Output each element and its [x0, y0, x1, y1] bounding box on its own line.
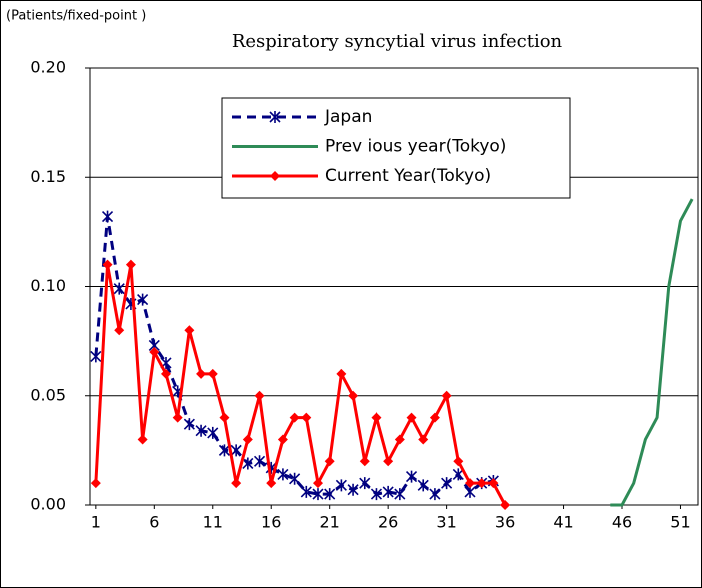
marker: [207, 368, 218, 379]
marker: [277, 434, 288, 445]
marker: [137, 293, 149, 306]
x-tick-label: 51: [670, 513, 690, 532]
marker: [242, 457, 254, 470]
marker: [312, 488, 324, 501]
marker: [289, 412, 300, 423]
marker: [347, 483, 359, 496]
x-tick-label: 21: [320, 513, 340, 532]
marker: [348, 390, 359, 401]
x-tick-label: 26: [378, 513, 398, 532]
marker: [370, 488, 383, 501]
y-tick-label: 0.00: [30, 495, 66, 514]
marker: [230, 444, 242, 457]
marker: [476, 478, 487, 489]
x-tick-label: 6: [149, 513, 159, 532]
marker: [324, 488, 336, 501]
marker: [394, 488, 406, 501]
marker: [102, 259, 113, 270]
marker: [300, 485, 312, 498]
marker: [359, 477, 371, 490]
y-tick-label: 0.10: [30, 276, 66, 295]
marker: [359, 456, 370, 467]
marker: [277, 468, 289, 481]
marker: [336, 368, 347, 379]
marker: [90, 350, 102, 363]
marker: [195, 424, 207, 437]
marker: [137, 434, 148, 445]
y-tick-label: 0.15: [30, 167, 66, 186]
series-line: [610, 198, 694, 507]
marker: [453, 456, 464, 467]
marker: [254, 390, 265, 401]
marker: [125, 259, 136, 270]
chart-title: Respiratory syncytial virus infection: [232, 31, 563, 52]
marker: [101, 210, 114, 223]
marker: [266, 478, 277, 489]
y-axis-label: (Patients/fixed-point ): [6, 9, 146, 24]
marker: [90, 478, 101, 489]
marker: [149, 347, 160, 358]
marker: [394, 434, 405, 445]
marker: [452, 468, 464, 481]
legend-marker: [270, 171, 280, 181]
marker: [324, 456, 335, 467]
marker: [253, 455, 266, 468]
marker: [406, 412, 417, 423]
marker: [196, 368, 207, 379]
marker: [441, 390, 452, 401]
legend-label: Prev ious year(Tokyo): [325, 137, 506, 157]
marker: [382, 485, 394, 498]
marker: [418, 434, 429, 445]
marker: [383, 456, 394, 467]
x-tick-label: 1: [91, 513, 101, 532]
marker: [183, 418, 195, 431]
x-tick-label: 31: [436, 513, 456, 532]
marker: [219, 412, 230, 423]
marker: [231, 478, 242, 489]
marker: [441, 477, 453, 490]
marker: [417, 479, 429, 492]
marker: [172, 412, 183, 423]
marker: [429, 488, 441, 501]
x-tick-label: 41: [553, 513, 573, 532]
marker: [313, 478, 323, 489]
marker: [218, 444, 231, 457]
marker: [242, 434, 253, 445]
marker: [184, 325, 195, 336]
plot-area: [89, 67, 699, 506]
x-tick-label: 16: [261, 513, 281, 532]
marker: [207, 426, 219, 439]
marker: [113, 282, 125, 295]
marker: [335, 479, 347, 492]
marker: [465, 478, 475, 489]
marker: [289, 472, 301, 485]
x-tick-label: 11: [203, 513, 223, 532]
legend-label: Japan: [324, 107, 372, 127]
marker: [161, 368, 171, 379]
marker: [429, 412, 440, 423]
marker: [301, 412, 312, 423]
legend-marker: [269, 111, 281, 123]
marker: [114, 325, 125, 336]
marker: [371, 412, 382, 423]
series-line: [94, 264, 507, 506]
marker: [500, 500, 511, 510]
marker: [405, 470, 418, 483]
y-tick-label: 0.20: [30, 58, 66, 77]
x-tick-label: 36: [495, 513, 515, 532]
marker: [488, 478, 499, 489]
y-tick-label: 0.05: [30, 385, 66, 404]
legend-label: Current Year(Tokyo): [325, 166, 491, 186]
x-tick-label: 46: [612, 513, 632, 532]
